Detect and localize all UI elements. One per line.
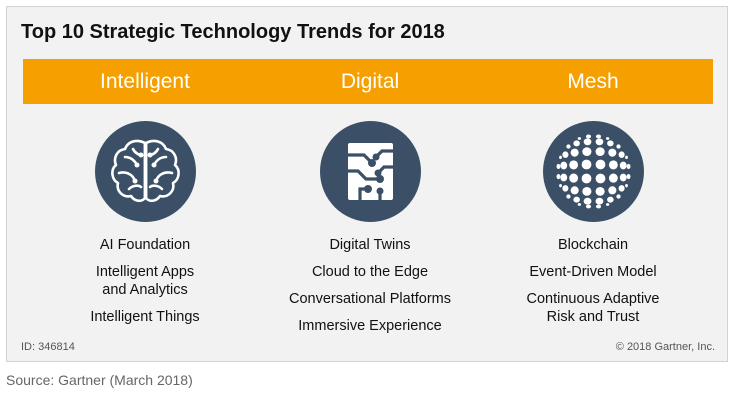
trend-conversational-platforms: Conversational Platforms [289,291,451,307]
source-caption: Source: Gartner (March 2018) [6,372,193,388]
diagram-title: Top 10 Strategic Technology Trends for 2… [21,21,445,43]
sphere-dot [595,159,606,170]
circuit-chip-icon [320,121,421,222]
sphere-dot [616,144,621,149]
sphere-dot [626,173,631,180]
sphere-dot [583,138,592,146]
trend-digital-twins: Digital Twins [329,237,411,253]
sphere-dot [605,203,610,206]
trend-event-driven-model: Event-Driven Model [529,264,657,280]
sphere-dot [562,151,569,158]
sphere-dot [607,140,614,147]
trend-intelligent-apps: Intelligent Apps and Analytics [95,264,195,298]
sphere-dot [595,134,602,139]
sphere-dot [616,194,621,199]
sphere-dot [559,155,562,160]
diagram-panel: Top 10 Strategic Technology Trends for 2… [6,6,728,362]
sphere-dot [556,173,561,180]
sphere-dot [560,161,568,170]
document-id: ID: 346814 [21,341,75,353]
sphere-dot [619,173,627,182]
sphere-dot [562,185,569,192]
sphere-dot [573,140,580,147]
sphere-dot [560,173,568,182]
sphere-dot [585,204,592,209]
sphere-dot [626,163,631,170]
trend-blockchain: Blockchain [557,237,629,253]
sphere-dot [583,197,592,205]
sphere-dot [608,173,618,183]
heading-intelligent: Intelligent [100,70,190,93]
sphere-dot [566,144,571,149]
copyright: © 2018 Gartner, Inc. [615,341,715,353]
sphere-dot [569,173,579,183]
trend-ai-foundation: AI Foundation [99,237,191,253]
sphere-dot [582,147,592,157]
sphere-dot [556,163,561,170]
sphere-dot [577,137,582,140]
sphere-dot [570,186,579,195]
sphere-dot [582,186,592,196]
sphere-dot [608,148,617,157]
trend-immersive-experience: Immersive Experience [298,318,442,334]
sphere-dot [595,197,604,205]
sphere-dot [595,204,602,209]
sphere-dot [595,173,606,184]
mesh-trends-list: Blockchain Event-Driven Model Continuous… [473,227,713,326]
sphere-dot [577,203,582,206]
sphere-dot [608,160,618,170]
sphere-dot [566,194,571,199]
dotted-sphere-icon [543,121,644,222]
trend-cloud-to-edge: Cloud to the Edge [311,264,429,280]
sphere-dot [618,185,625,192]
sphere-dot [570,148,579,157]
trend-intelligent-things: Intelligent Things [90,309,200,325]
sphere-dot [619,161,627,170]
digital-trends-list: Digital Twins Cloud to the Edge Conversa… [250,227,490,335]
category-band: Intelligent Digital Mesh [23,59,713,104]
sphere-dot [573,196,580,203]
heading-mesh: Mesh [567,70,619,93]
sphere-dot [595,138,604,146]
heading-digital: Digital [340,70,400,93]
trend-continuous-adaptive-risk: Continuous Adaptive Risk and Trust [526,291,660,325]
sphere-dot [595,147,605,157]
sphere-dot [585,134,592,139]
sphere-dot [581,173,592,184]
brain-icon [95,121,196,222]
sphere-dot [605,137,610,140]
sphere-dot [595,186,605,196]
sphere-dot [625,155,628,160]
sphere-dot [607,196,614,203]
sphere-dot [618,151,625,158]
sphere-dot [625,183,628,188]
sphere-dot [581,159,592,170]
sphere-dot [608,186,617,195]
intelligent-trends-list: AI Foundation Intelligent Apps and Analy… [25,227,265,326]
sphere-dot [569,160,579,170]
sphere-dot [559,183,562,188]
